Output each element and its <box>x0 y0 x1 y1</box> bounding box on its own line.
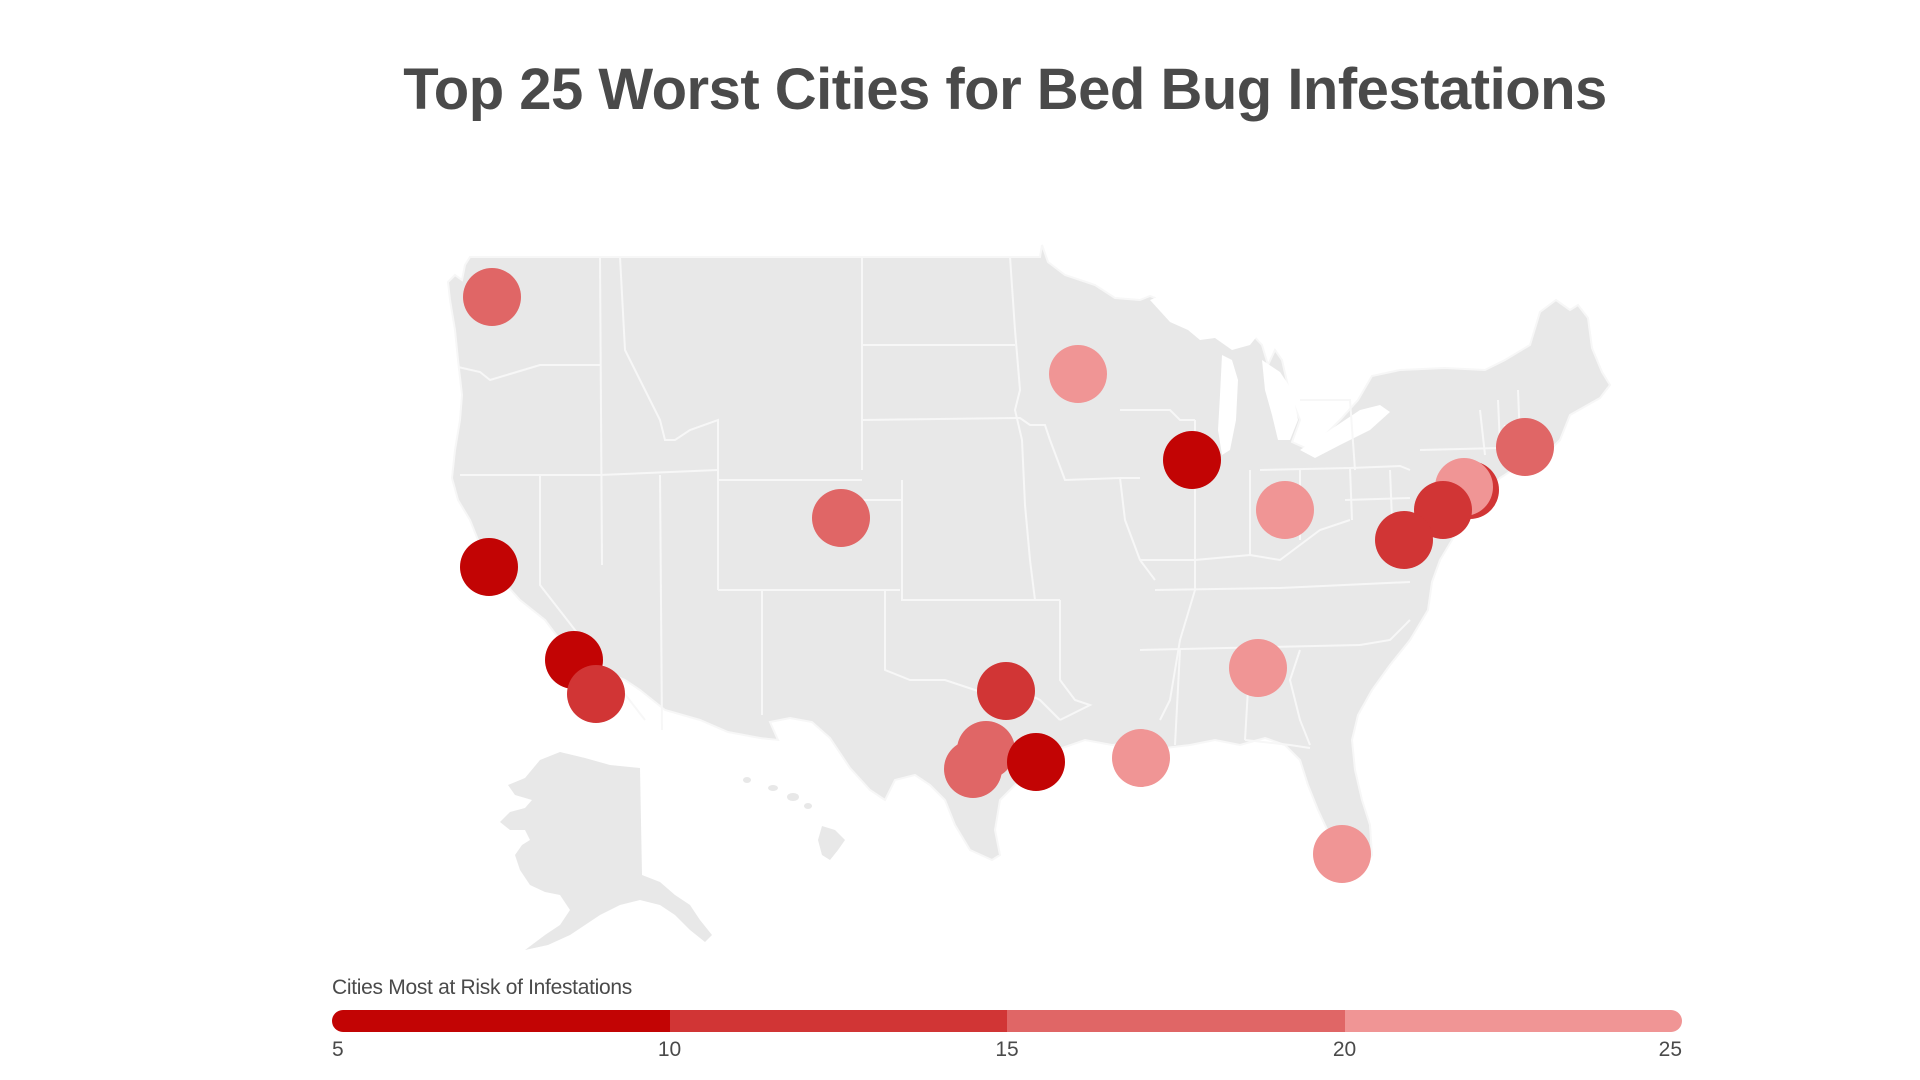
legend-tick-10: 10 <box>657 1038 682 1061</box>
city-marker-boston[interactable] <box>1496 418 1554 476</box>
city-marker-washington-dc[interactable] <box>1375 511 1433 569</box>
city-marker-dallas[interactable] <box>977 662 1035 720</box>
city-marker-minneapolis[interactable] <box>1049 345 1107 403</box>
legend-color-bar <box>332 1010 1682 1032</box>
city-marker-chicago[interactable] <box>1163 431 1221 489</box>
city-markers <box>460 268 1554 883</box>
city-marker-miami[interactable] <box>1313 825 1371 883</box>
legend-segment-20-25 <box>1344 1010 1682 1032</box>
legend-tick-15: 15 <box>995 1038 1019 1061</box>
legend-title: Cities Most at Risk of Infestations <box>332 976 632 999</box>
city-marker-san-diego[interactable] <box>567 665 625 723</box>
legend-segment-10-15 <box>669 1010 1007 1032</box>
city-marker-denver[interactable] <box>812 489 870 547</box>
city-marker-atlanta[interactable] <box>1229 639 1287 697</box>
legend-segment-5-10 <box>332 1010 670 1032</box>
legend-ticks: 5 10 15 20 25 <box>332 1038 1682 1068</box>
city-marker-san-francisco[interactable] <box>460 538 518 596</box>
city-marker-new-orleans[interactable] <box>1112 729 1170 787</box>
city-marker-columbus[interactable] <box>1256 481 1314 539</box>
color-legend: Cities Most at Risk of Infestations 5 10… <box>332 976 1682 1068</box>
city-marker-houston[interactable] <box>1007 733 1065 791</box>
city-marker-san-antonio[interactable] <box>944 740 1002 798</box>
hawaii-landmass <box>743 777 845 860</box>
legend-tick-20: 20 <box>1332 1038 1357 1061</box>
legend-tick-25: 25 <box>1658 1038 1682 1061</box>
chart-title: Top 25 Worst Cities for Bed Bug Infestat… <box>403 57 1607 122</box>
legend-tick-5: 5 <box>332 1038 344 1061</box>
great-lakes <box>1150 290 1390 458</box>
legend-segment-15-20 <box>1007 1010 1345 1032</box>
alaska-landmass <box>500 752 712 950</box>
city-marker-seattle[interactable] <box>463 268 521 326</box>
